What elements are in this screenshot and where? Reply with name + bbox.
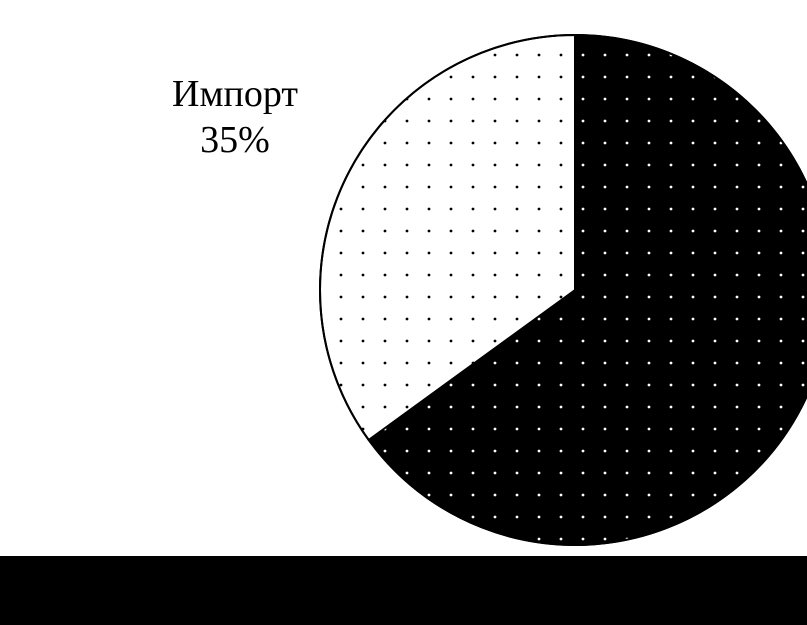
slice-label-import: Импорт 35% xyxy=(140,72,330,163)
slice-label-value: 35% xyxy=(140,118,330,164)
slice-label-name: Импорт xyxy=(140,72,330,118)
bottom-black-bar xyxy=(0,556,807,625)
chart-stage: Импорт 35% xyxy=(0,0,807,625)
pie-chart xyxy=(0,0,807,625)
